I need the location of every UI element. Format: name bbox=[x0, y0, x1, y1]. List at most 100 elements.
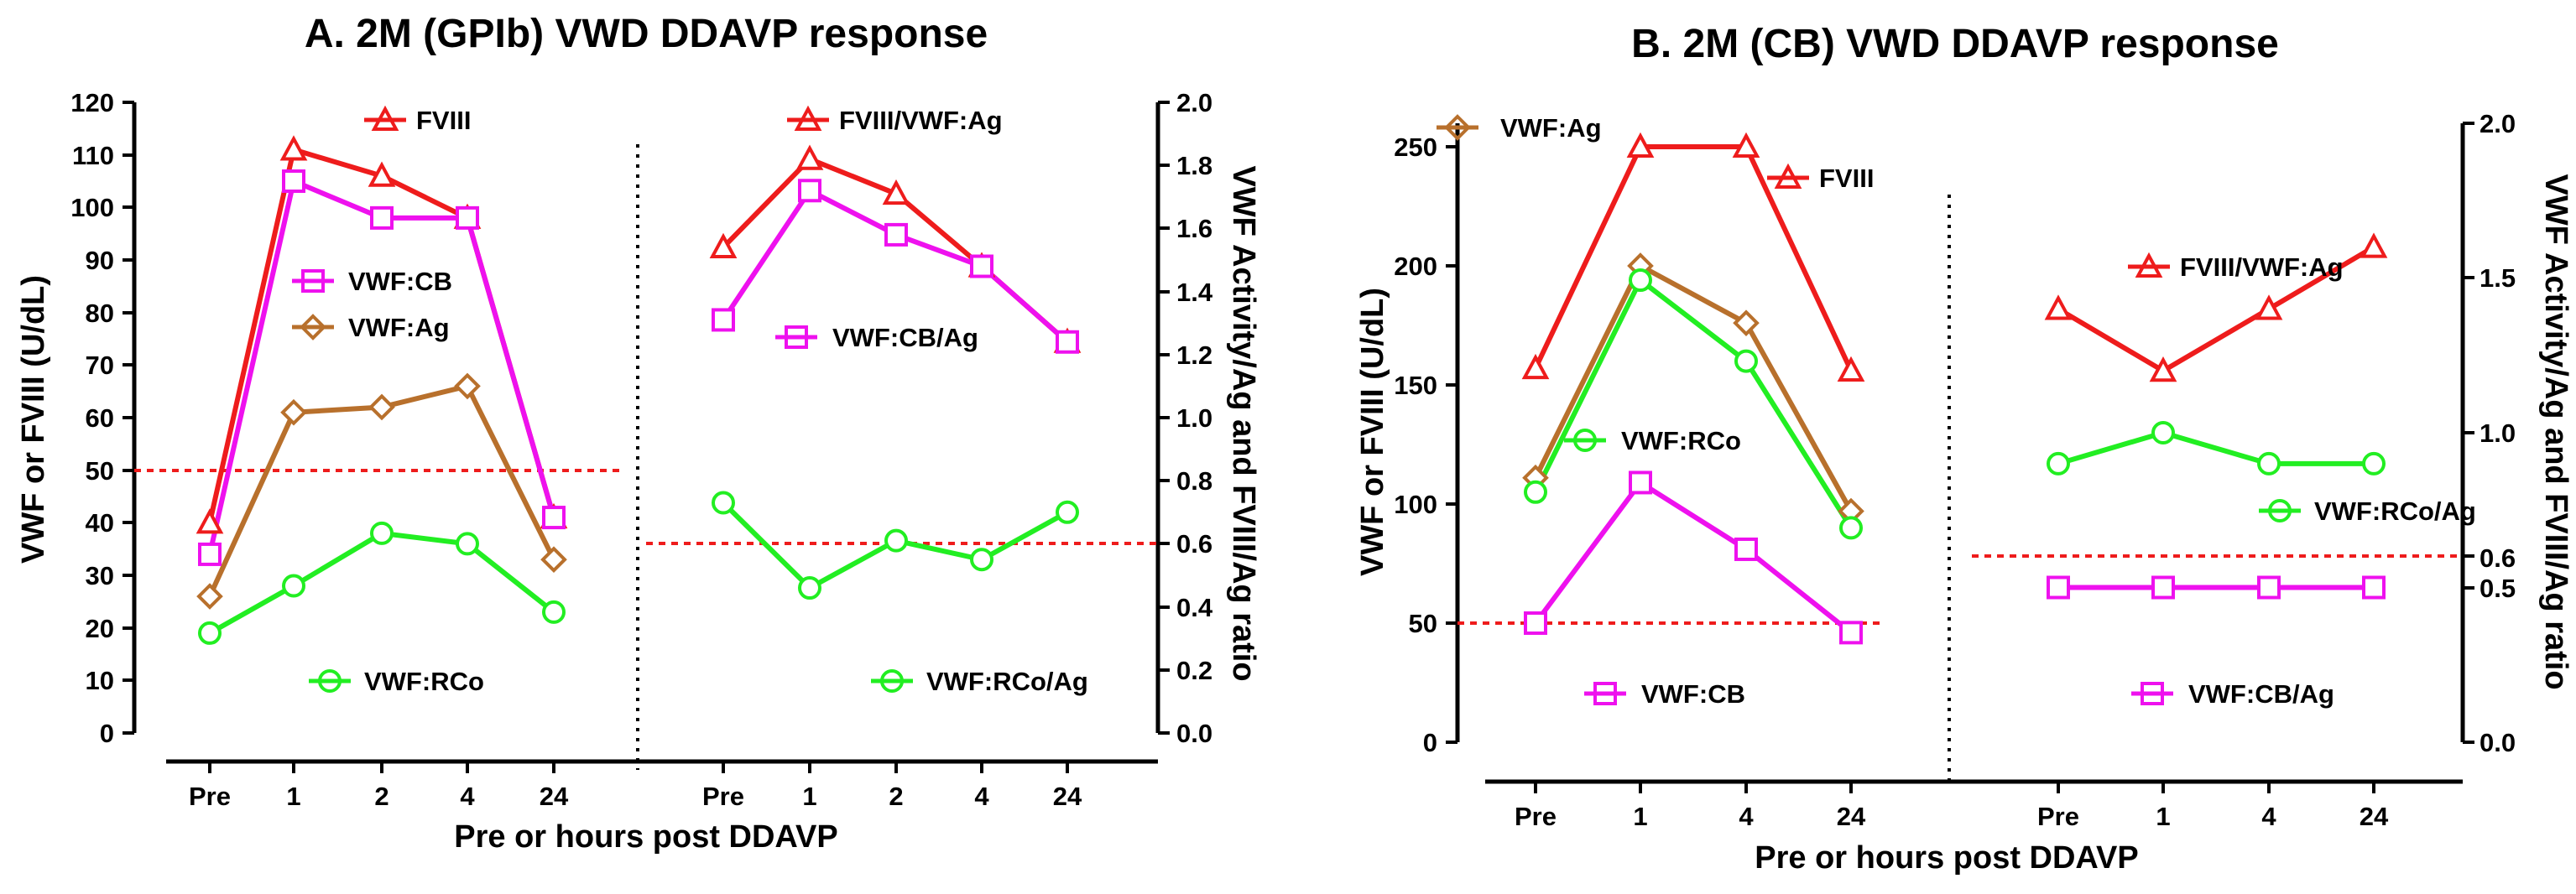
b-left-x-tick-label: 24 bbox=[1837, 802, 1866, 831]
a-ry-tick: 0.8 bbox=[1176, 466, 1212, 496]
legend-vwf-cb-label: VWF:CB bbox=[1641, 679, 1745, 709]
a-left-vwf-cb-point bbox=[456, 205, 479, 230]
b-right-vwf-rco-ag-point bbox=[2362, 451, 2386, 476]
b-left-vwf-cb-point bbox=[1629, 470, 1652, 495]
a-right-fviii-vwf-ag-point bbox=[709, 232, 738, 259]
b-left-vwf-rco-line bbox=[1533, 278, 1854, 529]
a-right-fviii-vwf-ag-point bbox=[795, 144, 824, 170]
a-left-x-tick-label: 1 bbox=[286, 782, 300, 811]
a-ry-tick: 0.0 bbox=[1176, 719, 1212, 748]
a-left-vwf-cb-point bbox=[542, 506, 566, 530]
b-ry-tick: 0.0 bbox=[2480, 728, 2516, 757]
a-right-vwf-cb-ag-point bbox=[798, 179, 821, 203]
a-left-vwf-rco-point bbox=[282, 574, 305, 598]
legend-vwf-cb-ag-label: VWF:CB/Ag bbox=[2188, 679, 2334, 709]
panel-a: A. 2M (GPIb) VWD DDAVP response Pre or h… bbox=[16, 12, 1261, 855]
b-right-fviii-vwf-ag-line bbox=[2057, 245, 2375, 374]
legend-fviii: FVIII bbox=[364, 105, 471, 135]
panel-a-left-ticks: 0 10 20 30 40 50 60 70 80 90 100 110 120 bbox=[70, 88, 134, 748]
a-left-vwf-cb-line bbox=[207, 179, 556, 555]
b-right-vwf-cb-ag-point bbox=[2047, 575, 2070, 600]
legend-vwf-cb: VWF:CB bbox=[292, 267, 452, 296]
b-left-x-tick-label: Pre bbox=[1515, 802, 1557, 831]
a-ly-tick: 0 bbox=[100, 719, 114, 748]
b-left-fviii-line bbox=[1533, 144, 1854, 372]
a-ly-tick: 80 bbox=[86, 299, 114, 328]
panel-b: B. 2M (CB) VWD DDAVP response Pre or hou… bbox=[1355, 22, 2573, 876]
legend-vwf-cb-ag: VWF:CB/Ag bbox=[2131, 679, 2334, 709]
a-right-x-tick-label: 1 bbox=[802, 782, 816, 811]
a-ly-tick: 50 bbox=[86, 456, 114, 486]
b-right-fviii-vwf-ag-point bbox=[2255, 294, 2283, 320]
legend-vwf-ag-label: VWF:Ag bbox=[1500, 113, 1602, 143]
a-right-vwf-cb-ag-line bbox=[721, 188, 1069, 345]
a-right-vwf-cb-ag-point bbox=[970, 254, 993, 278]
panel-a-xlabel: Pre or hours post DDAVP bbox=[454, 819, 837, 855]
a-right-vwf-rco-ag-point bbox=[798, 576, 821, 600]
a-ly-tick: 20 bbox=[86, 614, 114, 643]
b-right-x-tick-label: 1 bbox=[2156, 802, 2170, 831]
a-right-vwf-rco-ag-point bbox=[1056, 500, 1079, 524]
a-ry-tick: 2.0 bbox=[1176, 88, 1212, 117]
b-left-vwf-rco-point bbox=[1734, 349, 1758, 373]
panel-b-right-ylabel: VWF Activity/Ag and FVIII/Ag ratio bbox=[2538, 174, 2573, 689]
legend-fviii-vwf-ag: FVIII/VWF:Ag bbox=[2128, 252, 2344, 282]
panel-b-x-ticks: Pre 1 4 24 Pre 1 4 24 bbox=[1515, 782, 2389, 831]
legend-vwf-rco: VWF:RCo bbox=[1564, 426, 1741, 455]
legend-vwf-ag: VWF:Ag bbox=[292, 313, 450, 342]
a-left-fviii-point bbox=[196, 508, 224, 534]
b-left-vwf-cb-line bbox=[1533, 480, 1853, 635]
a-ry-tick: 0.2 bbox=[1176, 656, 1212, 685]
a-right-fviii-vwf-ag-point bbox=[882, 179, 910, 205]
legend-fviii: FVIII bbox=[1767, 163, 1874, 193]
b-ry-tick: 1.5 bbox=[2480, 263, 2516, 293]
b-right-vwf-rco-ag-point bbox=[2151, 421, 2175, 444]
a-left-x-tick-label: 2 bbox=[374, 782, 388, 811]
b-ly-tick: 250 bbox=[1394, 133, 1437, 162]
a-ly-tick: 60 bbox=[86, 403, 114, 433]
b-ly-tick: 100 bbox=[1394, 490, 1437, 519]
a-ly-tick: 90 bbox=[86, 246, 114, 275]
legend-vwf-rco-ag-label: VWF:RCo/Ag bbox=[2314, 496, 2476, 526]
legend-vwf-rco-label: VWF:RCo bbox=[364, 667, 484, 696]
a-left-vwf-rco-point bbox=[198, 621, 222, 645]
b-left-vwf-rco-point bbox=[1524, 480, 1547, 504]
a-left-vwf-ag-point bbox=[540, 546, 567, 574]
a-ly-tick: 40 bbox=[86, 508, 114, 538]
a-ry-tick: 1.2 bbox=[1176, 340, 1212, 370]
b-right-vwf-rco-ag-point bbox=[2257, 451, 2281, 476]
b-right-x-tick-label: 24 bbox=[2360, 802, 2389, 831]
panel-a-legends: FVIII VWF:CB VWF:Ag VWF:RCo FVIII/VWF:Ag bbox=[292, 105, 1088, 696]
a-left-vwf-rco-point bbox=[542, 600, 566, 624]
panel-a-right-ticks: 0.0 0.2 0.4 0.6 0.8 1.0 1.2 1.4 1.6 1.8 … bbox=[1158, 88, 1213, 748]
a-left-vwf-cb-point bbox=[282, 169, 305, 193]
panel-b-title: B. 2M (CB) VWD DDAVP response bbox=[1631, 22, 2279, 66]
legend-vwf-cb-ag: VWF:CB/Ag bbox=[775, 323, 978, 352]
b-right-vwf-cb-ag-point bbox=[2151, 575, 2175, 600]
b-right-vwf-rco-ag-point bbox=[2047, 451, 2070, 476]
b-left-fviii-point bbox=[1837, 356, 1865, 382]
a-ry-tick: 1.6 bbox=[1176, 214, 1212, 243]
b-right-vwf-rco-ag-line bbox=[2057, 430, 2374, 466]
a-ly-tick: 110 bbox=[72, 141, 114, 170]
panel-b-xlabel: Pre or hours post DDAVP bbox=[1755, 840, 2138, 876]
panel-a-left-series bbox=[196, 135, 568, 645]
legend-vwf-cb-label: VWF:CB bbox=[348, 267, 452, 296]
a-ry-tick: 1.0 bbox=[1176, 403, 1212, 433]
a-ly-tick: 100 bbox=[70, 193, 114, 222]
a-ry-tick: 0.4 bbox=[1176, 593, 1213, 622]
b-right-x-tick-label: Pre bbox=[2037, 802, 2079, 831]
a-left-x-tick-label: Pre bbox=[189, 782, 231, 811]
b-right-fviii-vwf-ag-point bbox=[2149, 356, 2177, 382]
a-ly-tick: 10 bbox=[86, 666, 114, 695]
b-left-x-tick-label: 4 bbox=[1739, 802, 1754, 831]
a-left-fviii-point bbox=[368, 161, 396, 187]
a-left-vwf-cb-point bbox=[370, 205, 394, 230]
panel-a-left-ylabel: VWF or FVIII (U/dL) bbox=[16, 275, 51, 564]
b-left-vwf-cb-point bbox=[1524, 611, 1547, 635]
legend-fviii-vwf-ag: FVIII/VWF:Ag bbox=[787, 105, 1003, 135]
panel-b-right-series bbox=[2044, 232, 2388, 600]
legend-vwf-cb-ag-label: VWF:CB/Ag bbox=[832, 323, 978, 352]
b-ly-tick: 0 bbox=[1423, 728, 1437, 757]
